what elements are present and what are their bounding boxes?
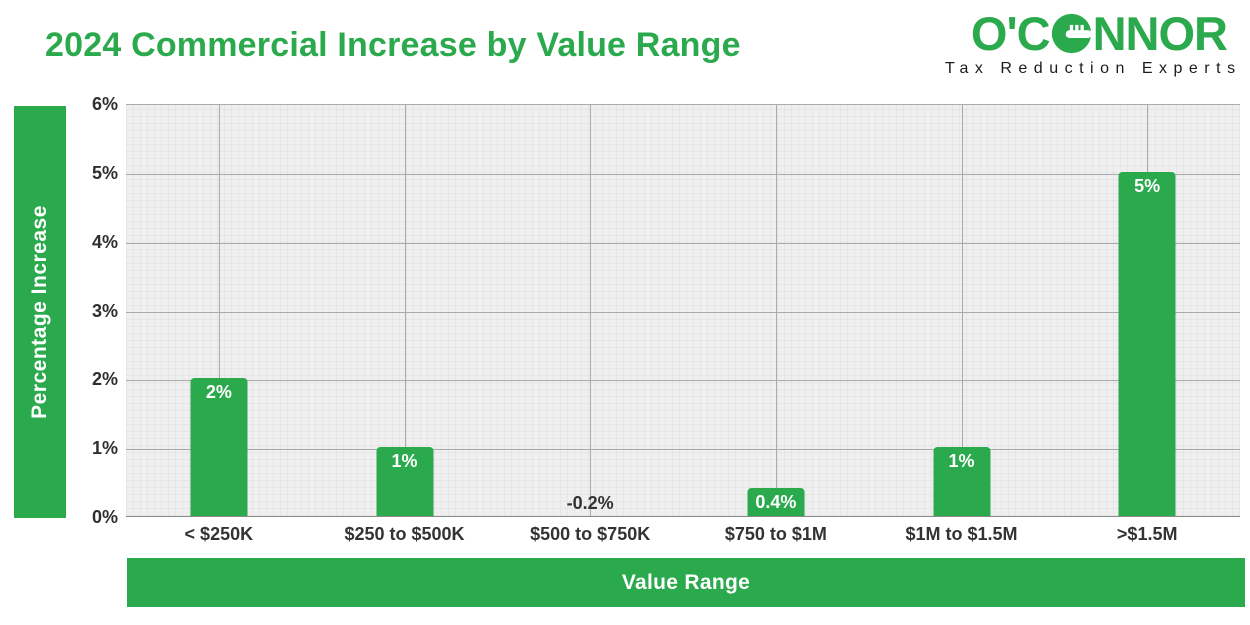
x-axis-banner: Value Range (127, 558, 1245, 607)
logo-wordmark: O'C NNOR (945, 7, 1228, 60)
y-tick-label: 5% (91, 162, 118, 183)
bar-column: 5% (1054, 105, 1240, 516)
horizontal-gridline (126, 243, 1240, 244)
y-tick-label: 0% (91, 507, 118, 527)
x-tick-label: $750 to $1M (724, 524, 827, 544)
y-axis-title: Percentage Increase (28, 205, 52, 419)
logo-text-post: NNOR (1092, 7, 1228, 60)
bar: 1% (933, 447, 991, 516)
y-tick-label: 2% (91, 369, 118, 390)
logo: O'C NNOR Tax Reduction Experts (945, 7, 1242, 78)
bar: 0.4% (747, 488, 805, 516)
x-axis-ticks: < $250K $250 to $500K $500 to $750K $750 to… (126, 524, 1240, 552)
bar-value-label-negative: -0.2% (566, 493, 614, 513)
page-title: 2024 Commercial Increase by Value Range (45, 26, 741, 64)
x-tick-label: $1M to $1.5M (905, 524, 1018, 544)
y-tick-label: 6% (91, 94, 118, 114)
vertical-gridline (590, 105, 592, 516)
horizontal-gridline (126, 380, 1240, 381)
bar-column: -0.2% (497, 105, 683, 516)
bar: 1% (376, 447, 433, 516)
key-in-circle-icon (1051, 13, 1092, 54)
horizontal-gridline (126, 312, 1240, 313)
bar-value-label: 5% (1134, 176, 1161, 196)
bar-value-label: 0.4% (755, 492, 797, 512)
x-axis-title: Value Range (621, 570, 751, 594)
bar-column: 1% (869, 105, 1055, 516)
logo-tagline: Tax Reduction Experts (945, 60, 1242, 77)
bar-columns: 2% 1% -0.2% 0.4% 1% 5% (126, 105, 1240, 516)
bar-column: 2% (126, 105, 312, 516)
logo-text-pre: O'C (970, 7, 1051, 60)
bar-value-label: 2% (205, 382, 232, 402)
y-tick-label: 1% (91, 438, 118, 459)
x-tick-label: < $250K (184, 524, 254, 544)
vertical-gridline (775, 105, 777, 516)
bar-column: 1% (312, 105, 498, 516)
vertical-gridline (961, 105, 963, 516)
bar-column: 0.4% (683, 105, 869, 516)
horizontal-gridline (126, 449, 1240, 450)
vertical-gridline (404, 105, 406, 516)
y-tick-label: 4% (91, 231, 118, 252)
vertical-gridline (218, 105, 220, 516)
bar-value-label: 1% (391, 451, 418, 471)
horizontal-gridline (126, 174, 1240, 175)
y-axis-banner: Percentage Increase (14, 106, 66, 518)
plot-area: 2% 1% -0.2% 0.4% 1% 5% (126, 104, 1240, 517)
x-tick-label: >$1.5M (1116, 524, 1178, 544)
bar-value-label: 1% (948, 451, 975, 471)
bar: 2% (190, 378, 248, 516)
bar: 5% (1118, 172, 1176, 516)
y-tick-label: 3% (91, 300, 118, 321)
x-tick-label: $500 to $750K (530, 524, 651, 544)
x-tick-label: $250 to $500K (344, 524, 465, 544)
